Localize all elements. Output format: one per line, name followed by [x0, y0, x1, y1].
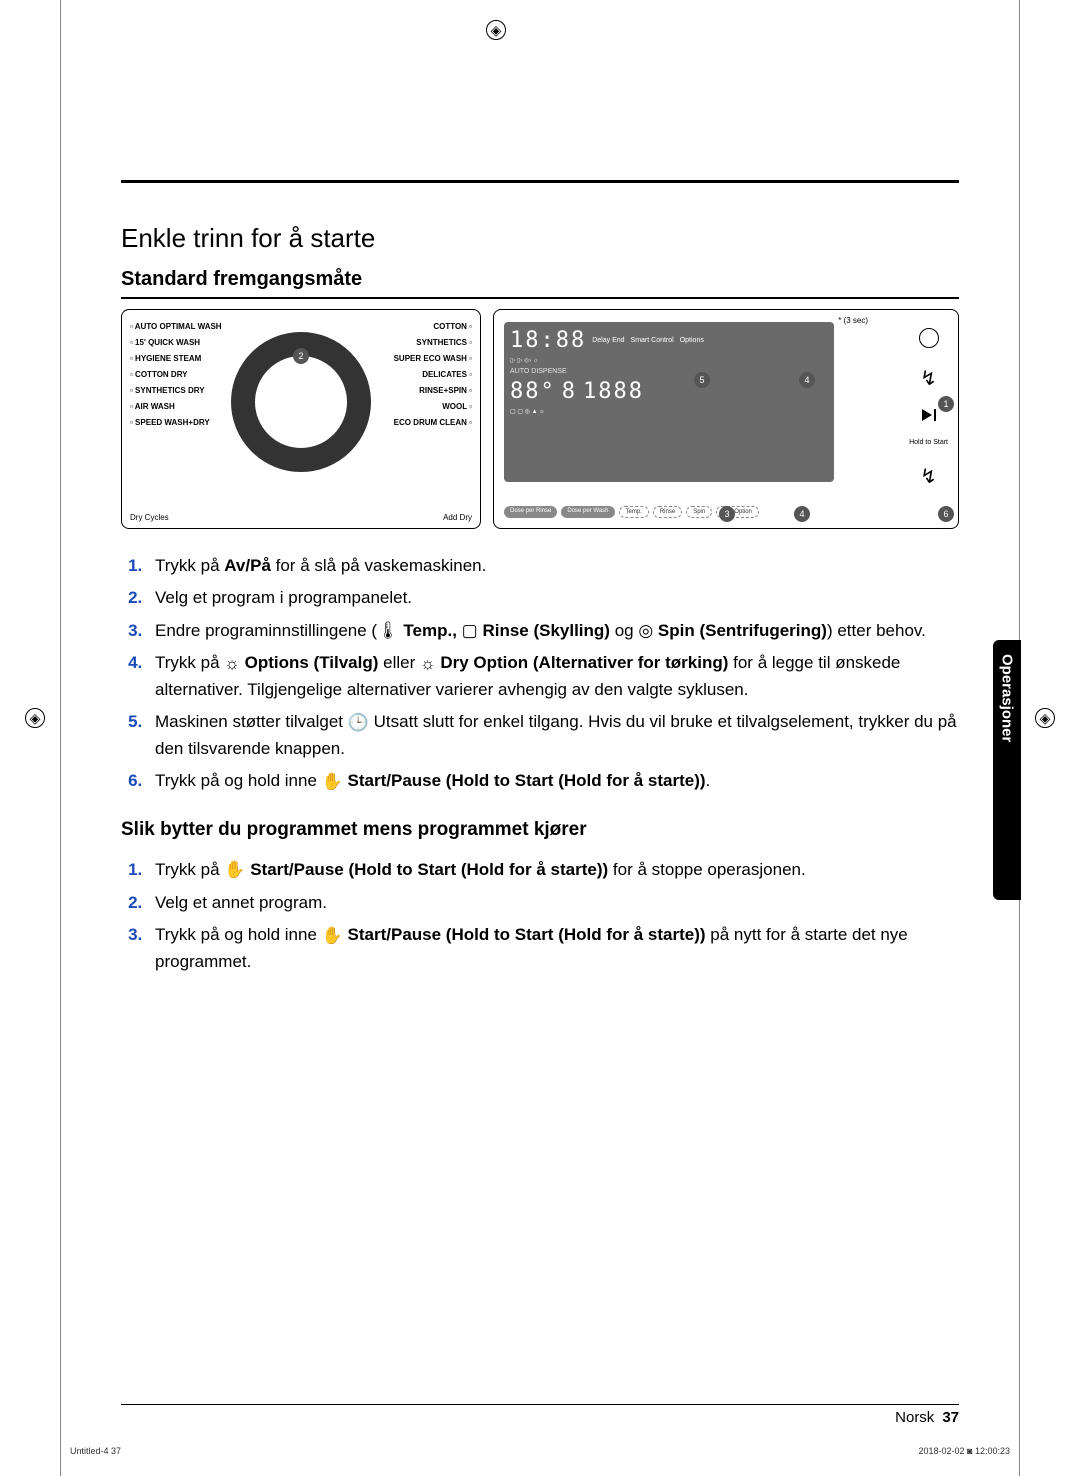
hand-icon: ✋	[322, 769, 343, 795]
section-rule	[121, 297, 959, 299]
options-label: Options	[680, 337, 704, 344]
step-5: Maskinen støtter tilvalget 🕒 Utsatt slut…	[147, 709, 959, 762]
section-heading-change: Slik bytter du programmet mens programme…	[121, 819, 959, 841]
hand-icon: ✋	[322, 923, 343, 949]
step-2: Velg et program i programpanelet.	[147, 585, 959, 611]
hand-icon: ✋	[224, 857, 245, 883]
side-tab-operasjoner: Operasjoner	[993, 640, 1021, 900]
temp-icon: 🌡	[377, 618, 399, 644]
callout-6: 6	[938, 506, 954, 522]
steps-standard: Trykk på Av/På for å slå på vaskemaskine…	[121, 553, 959, 795]
step-6: Trykk på og hold inne ✋ Start/Pause (Hol…	[147, 768, 959, 795]
lcd-display: 18:88 Delay End Smart Control Options ▯›…	[504, 322, 834, 482]
spin-display: 1888	[583, 379, 644, 404]
dial-program: COTTON ▫	[394, 322, 472, 331]
delay-end-icon: 🕒	[348, 710, 369, 736]
page-title: Enkle trinn for å starte	[121, 223, 959, 254]
crop-mark-right: ◈	[1035, 708, 1055, 728]
dry-option-icon: ☼	[420, 651, 436, 677]
dial-program: ▫ SPEED WASH+DRY	[130, 418, 222, 427]
auto-dispense-label: AUTO DISPENSE	[510, 368, 567, 375]
add-dry-label: Add Dry	[443, 513, 472, 522]
dial-program: SYNTHETICS ▫	[394, 338, 472, 347]
dial-program: ▫ COTTON DRY	[130, 370, 222, 379]
page-footer: Norsk 37	[121, 1404, 959, 1426]
dial-program: ▫ AUTO OPTIMAL WASH	[130, 322, 222, 331]
dial-program: RINSE+SPIN ▫	[394, 386, 472, 395]
program-dial: 2	[231, 332, 371, 472]
dose-rinse-btn: Dose per Rinse	[504, 506, 557, 518]
crop-mark-left: ◈	[25, 708, 45, 728]
dial-program: SUPER ECO WASH ▫	[394, 354, 472, 363]
print-footer-right: 2018-02-02 ◙ 12:00:23	[918, 1446, 1010, 1456]
dial-program: ▫ SYNTHETICS DRY	[130, 386, 222, 395]
swoosh-icon-2: ↯	[920, 464, 937, 489]
step-3: Endre programinnstillingene (🌡 Temp., ▢ …	[147, 618, 959, 645]
rinse-btn: Rinse	[653, 506, 682, 518]
steps-change-program: Trykk på ✋ Start/Pause (Hold to Start (H…	[121, 857, 959, 975]
step-4: Trykk på ☼ Options (Tilvalg) eller ☼ Dry…	[147, 650, 959, 703]
control-panel-figure: ▫ AUTO OPTIMAL WASH ▫ 15' QUICK WASH ▫ HYG…	[121, 309, 959, 529]
rinse-display: 8	[562, 379, 577, 404]
temp-btn: Temp.	[619, 506, 649, 518]
start-pause-icon	[922, 409, 936, 421]
step-1: Trykk på Av/På for å slå på vaskemaskine…	[147, 553, 959, 579]
dial-program: ▫ AIR WASH	[130, 402, 222, 411]
rinse-icon: ▢	[462, 618, 478, 644]
dial-program: ▫ HYGIENE STEAM	[130, 354, 222, 363]
callout-4a: 4	[799, 372, 815, 388]
dry-cycles-label: Dry Cycles	[130, 513, 169, 522]
time-display: 18:88	[510, 328, 586, 353]
dial-program: DELICATES ▫	[394, 370, 472, 379]
footer-language: Norsk	[895, 1409, 934, 1426]
section-heading-standard: Standard fremgangsmåte	[121, 268, 959, 291]
swoosh-icon-1: ↯	[920, 366, 937, 391]
change-step-2: Velg et annet program.	[147, 890, 959, 916]
footer-page-number: 37	[942, 1409, 959, 1426]
callout-5: 5	[694, 372, 710, 388]
print-footer-left: Untitled-4 37	[70, 1446, 121, 1456]
hold-to-start-label: Hold to Start	[909, 439, 948, 446]
dial-program: ECO DRUM CLEAN ▫	[394, 418, 472, 427]
options-icon: ☼	[224, 651, 240, 677]
page-frame: Enkle trinn for å starte Standard fremga…	[60, 0, 1020, 1476]
dial-program: WOOL ▫	[394, 402, 472, 411]
hold-3sec-note: * (3 sec)	[838, 316, 868, 325]
callout-3: 3	[719, 506, 735, 522]
program-dial-panel: ▫ AUTO OPTIMAL WASH ▫ 15' QUICK WASH ▫ HYG…	[121, 309, 481, 529]
display-panel: 18:88 Delay End Smart Control Options ▯›…	[493, 309, 959, 529]
print-footer: Untitled-4 37 2018-02-02 ◙ 12:00:23	[70, 1446, 1010, 1456]
callout-1: 1	[938, 396, 954, 412]
spin-btn: Spin	[686, 506, 712, 518]
callout-4b: 4	[794, 506, 810, 522]
top-rule	[121, 180, 959, 183]
delay-end-label: Delay End	[592, 337, 624, 344]
dial-bottom-row: Dry Cycles Add Dry	[130, 513, 472, 522]
callout-2: 2	[293, 348, 309, 364]
smart-control-label: Smart Control	[631, 337, 674, 344]
dose-wash-btn: Dose per Wash	[561, 506, 614, 518]
dial-right-programs: COTTON ▫ SYNTHETICS ▫ SUPER ECO WASH ▫ DELI…	[394, 322, 472, 427]
power-icon	[919, 328, 939, 348]
change-step-3: Trykk på og hold inne ✋ Start/Pause (Hol…	[147, 922, 959, 975]
change-step-1: Trykk på ✋ Start/Pause (Hold to Start (H…	[147, 857, 959, 884]
temp-display: 88°	[510, 379, 556, 404]
spin-icon: ◎	[638, 618, 653, 644]
dial-left-programs: ▫ AUTO OPTIMAL WASH ▫ 15' QUICK WASH ▫ HYG…	[130, 322, 222, 427]
dial-program: ▫ 15' QUICK WASH	[130, 338, 222, 347]
